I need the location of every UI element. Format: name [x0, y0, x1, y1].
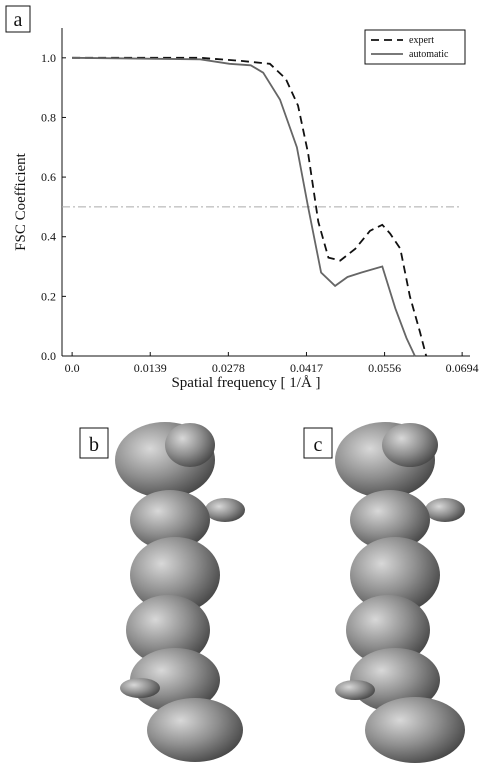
panel-label: a	[14, 9, 23, 31]
x-tick-label: 0.0139	[134, 361, 167, 375]
y-tick-label: 1.0	[41, 51, 56, 65]
density-map	[115, 422, 245, 762]
x-tick-label: 0.0694	[446, 361, 479, 375]
panel-label: b	[89, 434, 99, 456]
panel-label: c	[314, 434, 323, 456]
y-axis-label: FSC Coefficient	[13, 152, 29, 250]
panel-label-box	[303, 427, 333, 459]
panel-label-box	[79, 427, 109, 459]
y-tick-label: 0.0	[41, 349, 56, 363]
y-tick-label: 0.8	[41, 110, 56, 124]
x-tick-label: 0.0	[65, 361, 80, 375]
density-map	[335, 422, 465, 763]
legend-label: automatic	[409, 49, 449, 60]
y-tick-label: 0.2	[41, 289, 56, 303]
legend-label: expert	[409, 35, 434, 46]
x-tick-label: 0.0417	[290, 361, 323, 375]
fsc-curve	[72, 56, 428, 357]
legend-box	[364, 29, 466, 65]
y-tick-label: 0.4	[41, 230, 56, 244]
fsc-curve	[72, 56, 416, 357]
x-tick-label: 0.0556	[368, 361, 401, 375]
panel-label-box	[5, 5, 31, 33]
x-axis-label: Spatial frequency [ 1/Å ]	[171, 375, 320, 391]
y-tick-label: 0.6	[41, 170, 56, 184]
x-tick-label: 0.0278	[212, 361, 245, 375]
